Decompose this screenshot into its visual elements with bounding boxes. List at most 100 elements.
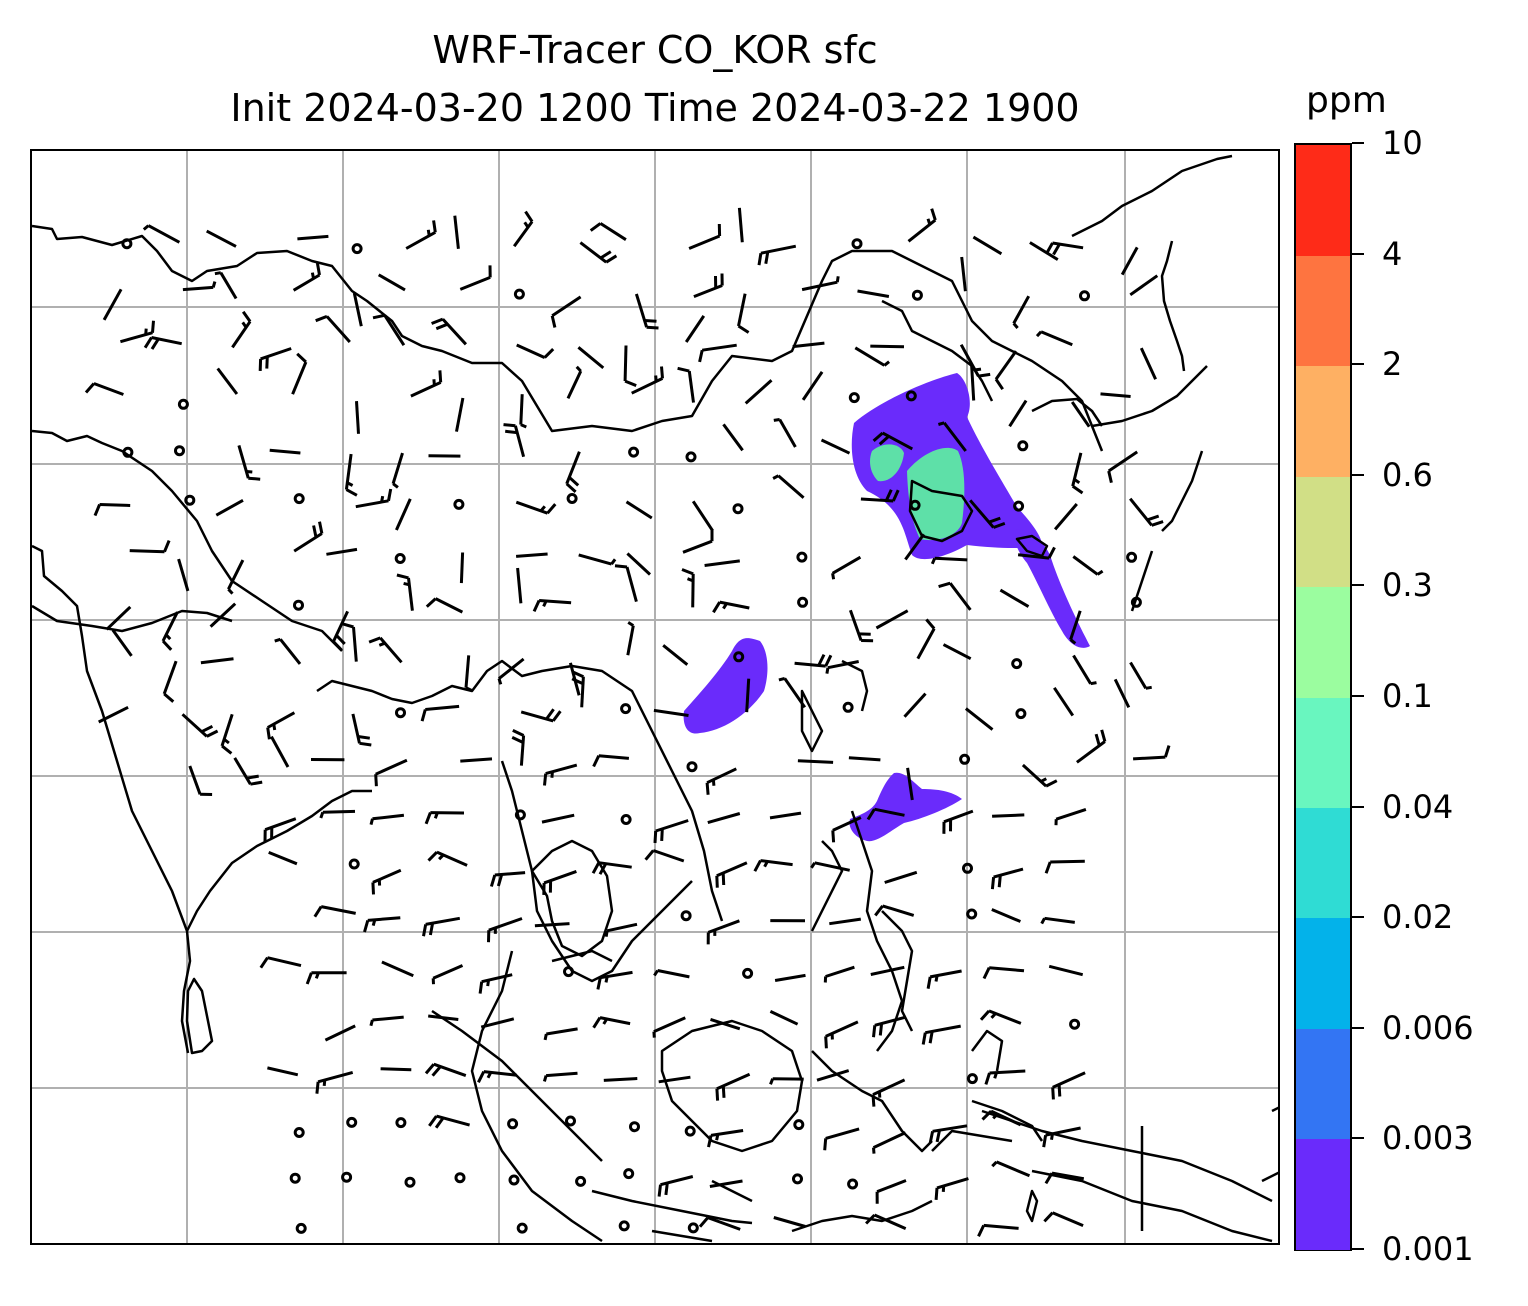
wind-barb <box>105 605 132 631</box>
wind-barb <box>823 1127 860 1151</box>
barb-shaft <box>691 500 714 532</box>
barb-shaft <box>352 626 358 662</box>
barb-shaft <box>372 1015 404 1022</box>
barb-shaft <box>460 757 493 763</box>
map-panel[interactable] <box>30 149 1280 1245</box>
wind-barb <box>1048 964 1084 977</box>
wind-barb <box>516 343 555 359</box>
colorbar-segment <box>1296 586 1350 698</box>
wind-barb <box>634 293 659 330</box>
barb-shaft <box>707 919 740 934</box>
barb-flag <box>314 972 320 979</box>
colorbar-segment <box>1296 255 1350 367</box>
barb-flag <box>1069 638 1077 645</box>
wind-barb <box>652 1016 686 1038</box>
barb-flag <box>624 379 637 387</box>
barb-shaft <box>545 763 578 776</box>
barb-flag <box>823 1138 828 1151</box>
wind-barb <box>274 637 302 665</box>
barb-flag <box>1107 470 1113 484</box>
calm-wind-marker <box>516 1222 528 1234</box>
barb-shaft <box>292 273 321 292</box>
wind-barb <box>960 256 967 292</box>
barb-flag <box>591 861 601 874</box>
map-subtitle: Init 2024-03-20 1200 Time 2024-03-22 190… <box>230 86 1080 130</box>
barb-shaft <box>372 868 402 884</box>
wind-barb <box>315 314 351 344</box>
barb-flag <box>757 252 763 266</box>
barb-flag <box>241 310 252 323</box>
wind-barb <box>428 1114 470 1129</box>
wind-barb <box>589 222 627 241</box>
wind-barb <box>1070 401 1091 428</box>
calm-wind-marker <box>394 553 406 564</box>
calm-wind-marker <box>629 1121 640 1133</box>
tracer-plume <box>849 772 962 842</box>
wind-barb <box>591 861 632 875</box>
barb-flag <box>721 1085 726 1098</box>
wind-barb <box>1051 1071 1086 1100</box>
barb-flag <box>627 621 635 627</box>
wind-barb <box>709 1179 743 1188</box>
wind-barb <box>769 1077 804 1085</box>
coastline <box>591 1189 753 1225</box>
wind-barb <box>829 917 862 926</box>
barb-flag <box>1096 569 1104 576</box>
wind-barb <box>453 215 460 249</box>
calm-wind-marker <box>628 446 640 458</box>
wind-barb <box>543 1027 578 1041</box>
barb-flag <box>993 1072 998 1079</box>
barb-shaft <box>1069 610 1082 641</box>
barb-shaft <box>774 973 806 982</box>
wind-barb <box>706 919 740 945</box>
barb-shaft <box>994 350 1018 381</box>
barb-shaft <box>906 767 914 801</box>
barb-shaft <box>455 397 465 432</box>
calm-wind-marker <box>346 1116 358 1128</box>
barb-flag <box>872 431 884 443</box>
barb-shaft <box>999 588 1030 608</box>
barb-shaft <box>745 678 751 713</box>
barb-flag <box>272 723 277 731</box>
barb-shaft <box>1045 1126 1081 1137</box>
wind-barb <box>396 573 414 611</box>
coastline <box>971 1029 1004 1072</box>
barb-shaft <box>441 318 468 346</box>
barb-flag <box>937 421 945 426</box>
wind-barb <box>823 965 855 983</box>
colorbar-tick <box>1352 473 1364 476</box>
wind-barb <box>698 343 737 363</box>
barb-flag <box>599 250 612 260</box>
wind-barb <box>926 969 962 989</box>
barb-flag <box>707 1135 713 1148</box>
barb-flag <box>884 489 893 502</box>
barb-shaft <box>546 1027 578 1036</box>
barb-shaft <box>599 222 627 241</box>
barb-shaft <box>459 552 465 584</box>
wind-barb <box>543 763 578 786</box>
wind-barb <box>934 1177 969 1201</box>
calm-wind-marker <box>1126 551 1138 563</box>
barb-shaft <box>1053 503 1078 531</box>
barb-shaft <box>825 965 855 978</box>
calm-wind-marker <box>848 392 860 404</box>
coastline <box>551 949 613 963</box>
barb-shaft <box>269 448 301 455</box>
calm-wind-marker <box>966 1073 978 1085</box>
calm-wind-marker <box>351 243 363 255</box>
wind-barb <box>984 1069 1026 1085</box>
coastline <box>881 910 914 1032</box>
wind-barb <box>391 452 404 489</box>
barb-flag <box>831 573 836 580</box>
barb-shaft <box>1076 740 1106 764</box>
wind-barb <box>871 1078 906 1107</box>
barb-shaft <box>874 1015 907 1027</box>
wind-barb <box>691 500 714 532</box>
wind-barb <box>977 1223 1019 1237</box>
barb-shaft <box>801 371 824 401</box>
barb-shaft <box>543 869 577 885</box>
coastline <box>1031 1169 1273 1243</box>
barb-flag <box>524 210 534 223</box>
barb-shaft <box>603 1077 638 1082</box>
wind-barb <box>991 1160 1031 1178</box>
